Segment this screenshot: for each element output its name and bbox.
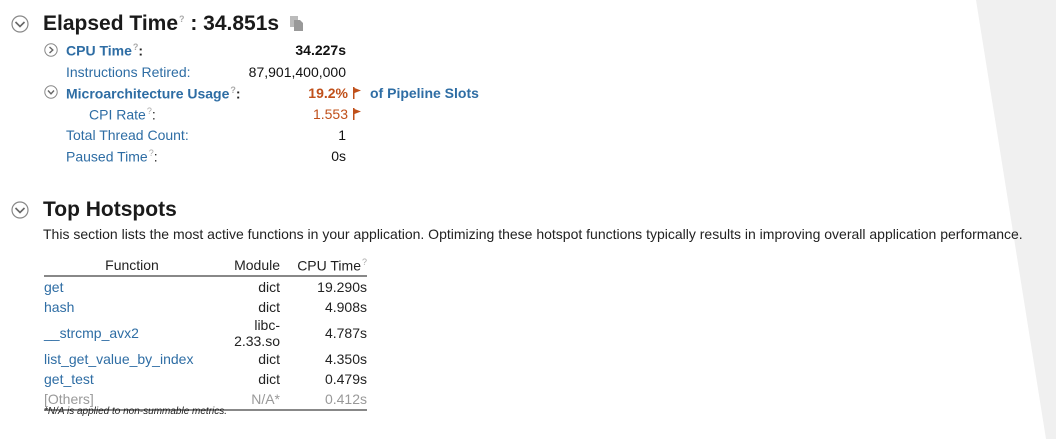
module-cell: dict [258, 298, 280, 315]
table-row: get dict 19.290s [44, 276, 367, 297]
footnote: *N/A is applied to non-summable metrics. [44, 406, 228, 417]
microarch-usage-value: 19.2% [308, 85, 362, 101]
module-cell: dict [258, 278, 280, 295]
cpu-time-label[interactable]: CPU Time?: [66, 42, 144, 59]
module-cell: N/A* [220, 388, 280, 411]
cpu-time-cell: 4.908s [324, 298, 367, 315]
paused-time-value: 0s [331, 148, 346, 164]
microarch-usage-label[interactable]: Microarchitecture Usage?: [66, 85, 241, 102]
cpu-time-cell: 0.479s [324, 370, 367, 387]
elapsed-time-value: : 34.851s [190, 12, 280, 35]
collapse-microarch-icon[interactable] [44, 85, 58, 99]
function-link[interactable]: get [44, 278, 64, 295]
table-row: list_get_value_by_index dict 4.350s [44, 349, 367, 369]
hotspots-table: Function Module CPU Time? get dict 19.29… [44, 255, 367, 411]
corner-decoration [976, 0, 1056, 439]
hotspots-description: This section lists the most active funct… [43, 226, 1023, 242]
cpu-time-cell: 4.787s [324, 324, 367, 341]
pipeline-slots-label: of Pipeline Slots [370, 85, 479, 101]
instructions-retired-label: Instructions Retired: [66, 64, 191, 80]
top-hotspots-heading: Top Hotspots [43, 198, 177, 221]
function-link[interactable]: get_test [44, 370, 94, 387]
column-header-function[interactable]: Function [44, 255, 220, 277]
cpu-time-cell: 19.290s [317, 278, 367, 295]
cpi-rate-label: CPI Rate?: [89, 106, 156, 123]
warning-flag-icon [353, 108, 361, 120]
copy-icon[interactable] [289, 15, 305, 32]
table-row: __strcmp_avx2 libc-2.33.so 4.787s [44, 317, 367, 349]
cpu-time-cell: 4.350s [324, 350, 367, 367]
cpu-time-cell: 0.412s [280, 388, 367, 411]
table-row: [Others] N/A* 0.412s [44, 388, 367, 411]
column-header-cpu-time[interactable]: CPU Time? [280, 255, 367, 277]
collapse-elapsed-icon[interactable] [11, 15, 29, 33]
collapse-hotspots-icon[interactable] [11, 201, 29, 219]
column-header-module[interactable]: Module [220, 255, 280, 277]
elapsed-time-label: Elapsed Time [43, 12, 179, 35]
thread-count-label: Total Thread Count: [66, 127, 189, 143]
table-row: get_test dict 0.479s [44, 369, 367, 389]
instructions-retired-value: 87,901,400,000 [248, 64, 346, 80]
module-cell: dict [258, 350, 280, 367]
thread-count-value: 1 [338, 127, 346, 143]
help-icon[interactable]: ? [179, 14, 185, 24]
function-link[interactable]: list_get_value_by_index [44, 350, 194, 367]
module-cell: dict [258, 370, 280, 387]
paused-time-label: Paused Time?: [66, 148, 158, 165]
table-row: hash dict 4.908s [44, 297, 367, 317]
others-label: [Others] [44, 388, 220, 411]
cpi-rate-value: 1.553 [313, 106, 362, 122]
cpu-time-value: 34.227s [295, 42, 346, 58]
function-link[interactable]: hash [44, 298, 75, 315]
function-link[interactable]: __strcmp_avx2 [44, 324, 139, 341]
elapsed-time-heading: Elapsed Time? : 34.851s [43, 12, 279, 36]
module-cell: libc-2.33.so [234, 316, 280, 349]
warning-flag-icon [353, 87, 361, 99]
expand-cpu-time-icon[interactable] [44, 43, 58, 57]
